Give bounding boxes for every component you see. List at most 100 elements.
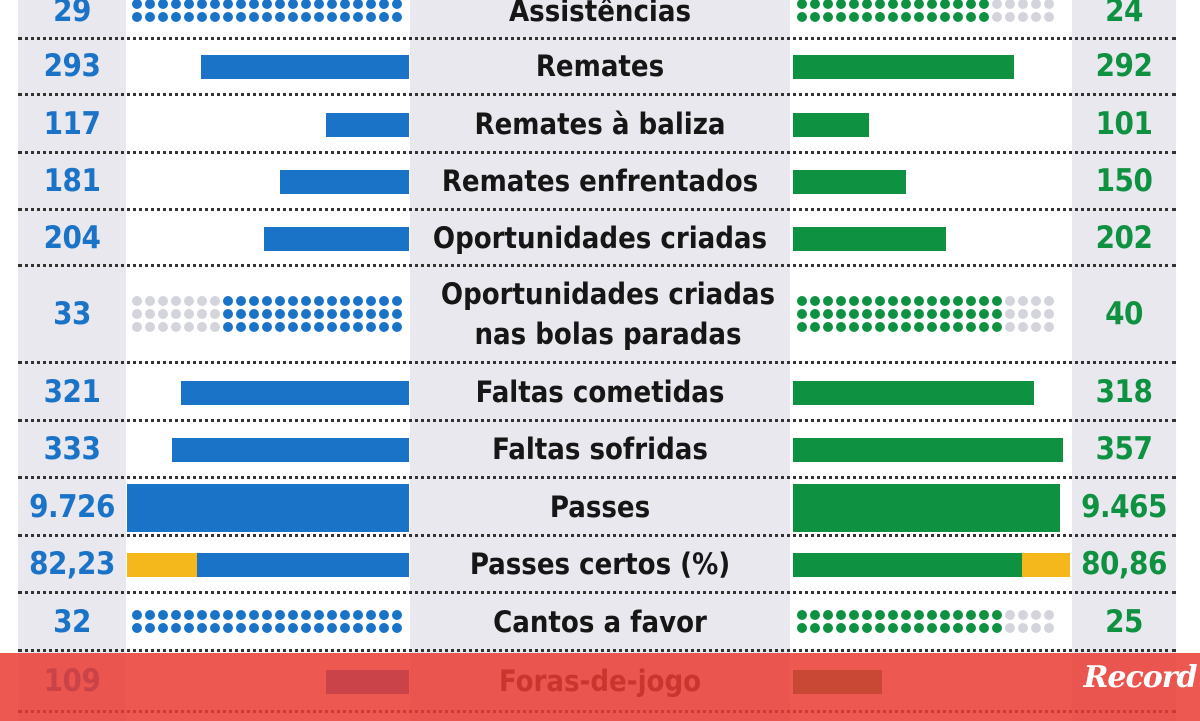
left-dot bbox=[301, 12, 311, 22]
right-dot bbox=[836, 12, 846, 22]
right-dot bbox=[862, 610, 872, 620]
right-dot bbox=[875, 12, 885, 22]
right-dot bbox=[914, 623, 924, 633]
left-dot bbox=[262, 308, 272, 319]
right-dot bbox=[1018, 308, 1028, 319]
left-dot bbox=[262, 0, 272, 9]
right-bar bbox=[793, 438, 1063, 462]
left-dot bbox=[145, 12, 155, 22]
right-value: 40 bbox=[1105, 296, 1143, 332]
left-dot bbox=[275, 321, 285, 332]
stat-label: Remates enfrentados bbox=[441, 164, 759, 198]
left-dot bbox=[171, 308, 181, 319]
right-dot bbox=[1018, 321, 1028, 332]
right-dot bbox=[914, 610, 924, 620]
left-value: 333 bbox=[43, 431, 101, 467]
right-dot bbox=[966, 321, 976, 332]
right-dot bbox=[940, 12, 950, 22]
right-dot bbox=[979, 12, 989, 22]
right-dot bbox=[810, 308, 820, 319]
left-value: 29 bbox=[53, 0, 91, 29]
left-dot bbox=[327, 623, 337, 633]
right-dot bbox=[862, 308, 872, 319]
right-dot bbox=[1031, 321, 1041, 332]
left-dot bbox=[366, 610, 376, 620]
stat-row: 82,23 Passes certos (%) 80,86 bbox=[0, 536, 1200, 594]
left-dot bbox=[223, 308, 233, 319]
left-dot bbox=[197, 610, 207, 620]
right-dot bbox=[849, 308, 859, 319]
left-dot bbox=[392, 0, 402, 9]
left-dot bbox=[158, 308, 168, 319]
right-dot bbox=[914, 308, 924, 319]
left-dot bbox=[249, 295, 259, 306]
left-dot bbox=[210, 0, 220, 9]
left-dot bbox=[366, 12, 376, 22]
left-value: 33 bbox=[53, 296, 91, 332]
right-dot bbox=[1031, 0, 1041, 9]
left-dot bbox=[197, 623, 207, 633]
left-bar bbox=[197, 553, 409, 577]
left-value: 321 bbox=[43, 373, 101, 410]
left-dot bbox=[158, 321, 168, 332]
left-value: 82,23 bbox=[29, 546, 115, 582]
stat-row: 33 Oportunidades criadas nas bolas parada… bbox=[0, 266, 1200, 364]
left-dot bbox=[249, 610, 259, 620]
stat-row: 293 Remates 292 bbox=[0, 38, 1200, 96]
left-dot bbox=[145, 610, 155, 620]
right-dot bbox=[1018, 0, 1028, 9]
right-dot bbox=[966, 0, 976, 9]
right-dot bbox=[797, 623, 807, 633]
right-dot bbox=[953, 308, 963, 319]
left-dot bbox=[145, 623, 155, 633]
right-dot bbox=[966, 623, 976, 633]
left-dot bbox=[275, 308, 285, 319]
right-dot bbox=[901, 308, 911, 319]
right-dot bbox=[992, 295, 1002, 306]
right-dot bbox=[966, 295, 976, 306]
right-value: 80,86 bbox=[1081, 546, 1167, 582]
left-value: 293 bbox=[43, 48, 101, 84]
right-dot bbox=[1044, 295, 1054, 306]
left-dot bbox=[171, 610, 181, 620]
left-dot bbox=[288, 0, 298, 9]
left-dot bbox=[340, 610, 350, 620]
left-dot bbox=[288, 295, 298, 306]
left-dot bbox=[145, 308, 155, 319]
right-bar bbox=[793, 113, 869, 137]
right-dot bbox=[901, 295, 911, 306]
left-dot bbox=[145, 0, 155, 9]
left-dot bbox=[132, 308, 142, 319]
right-dot bbox=[914, 295, 924, 306]
left-dot bbox=[132, 295, 142, 306]
left-dot bbox=[340, 308, 350, 319]
row-separator bbox=[18, 151, 1176, 154]
left-dot bbox=[158, 610, 168, 620]
right-dot bbox=[875, 623, 885, 633]
left-dot bbox=[288, 610, 298, 620]
left-dot bbox=[236, 610, 246, 620]
left-dot bbox=[340, 0, 350, 9]
right-value: 9.465 bbox=[1081, 488, 1167, 525]
right-dot bbox=[953, 610, 963, 620]
left-dot bbox=[184, 610, 194, 620]
right-dot bbox=[940, 295, 950, 306]
left-dot bbox=[210, 12, 220, 22]
left-dot bbox=[379, 610, 389, 620]
right-dot bbox=[797, 295, 807, 306]
right-dot bbox=[927, 308, 937, 319]
right-value: 318 bbox=[1095, 373, 1153, 410]
left-dot bbox=[379, 308, 389, 319]
left-dot bbox=[210, 610, 220, 620]
right-dot bbox=[940, 321, 950, 332]
row-separator bbox=[18, 93, 1176, 96]
left-dot bbox=[223, 12, 233, 22]
right-dot bbox=[823, 0, 833, 9]
left-value: 117 bbox=[43, 106, 101, 142]
left-dot bbox=[184, 321, 194, 332]
left-dot bbox=[366, 0, 376, 9]
left-dot bbox=[236, 308, 246, 319]
left-dot bbox=[366, 295, 376, 306]
right-dot bbox=[862, 295, 872, 306]
